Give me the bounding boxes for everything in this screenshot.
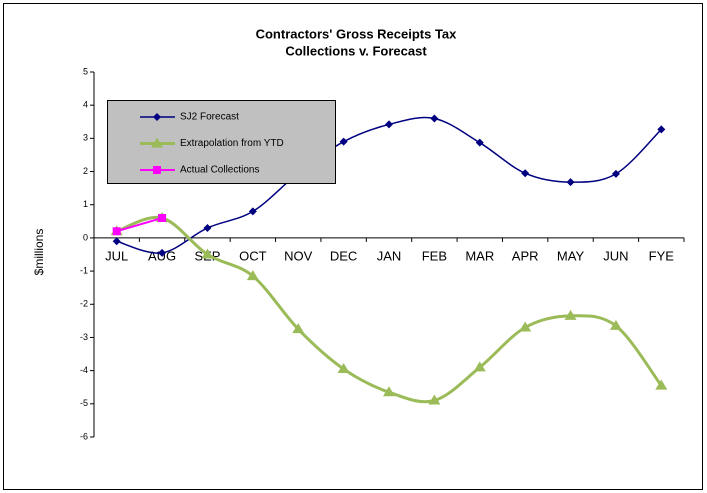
marker <box>292 323 305 334</box>
marker <box>151 137 163 148</box>
y-tick-label: -6 <box>80 431 88 441</box>
marker <box>428 394 441 405</box>
marker <box>112 237 121 246</box>
marker <box>521 169 530 178</box>
marker <box>566 178 575 187</box>
series-line <box>116 217 163 233</box>
x-tick-label: JUN <box>603 248 628 263</box>
chart-border <box>3 3 703 490</box>
marker <box>153 113 161 121</box>
x-tick-label: MAR <box>465 248 494 263</box>
marker <box>203 223 212 232</box>
x-tick-label: FEB <box>422 248 447 263</box>
marker <box>339 137 348 146</box>
marker <box>383 386 395 397</box>
y-tick-label: -4 <box>80 365 88 375</box>
marker <box>519 321 532 332</box>
marker <box>430 114 439 123</box>
x-tick-label: FYE <box>649 248 675 263</box>
marker <box>611 169 620 178</box>
marker <box>564 309 577 320</box>
x-tick-label: APR <box>512 248 539 263</box>
x-tick-label: OCT <box>239 248 267 263</box>
marker <box>158 248 167 257</box>
y-tick-label: 4 <box>83 100 88 110</box>
marker <box>655 379 668 390</box>
y-tick-label: -5 <box>80 398 88 408</box>
marker <box>158 214 167 222</box>
chart-title: Contractors' Gross Receipts Tax <box>256 26 458 41</box>
marker <box>385 120 393 129</box>
y-tick-label: -3 <box>80 332 88 342</box>
marker <box>248 207 257 216</box>
x-tick-label: JUL <box>105 248 128 263</box>
chart-title: Collections v. Forecast <box>285 43 427 58</box>
y-tick-label: 1 <box>83 199 88 209</box>
x-tick-label: NOV <box>284 248 313 263</box>
y-tick-label: -1 <box>80 265 88 275</box>
x-tick-label: MAY <box>557 248 585 263</box>
x-tick-label: JAN <box>377 248 402 263</box>
x-tick-label: DEC <box>330 248 357 263</box>
y-tick-label: -2 <box>80 299 88 309</box>
legend-label: Extrapolation from YTD <box>180 138 284 149</box>
marker <box>153 166 161 174</box>
marker <box>337 362 350 373</box>
y-axis-label: $millions <box>32 229 46 276</box>
legend-label: Actual Collections <box>180 165 259 176</box>
marker <box>657 125 666 134</box>
y-tick-label: 2 <box>83 166 88 176</box>
marker <box>473 361 486 372</box>
y-tick-label: 0 <box>83 232 88 242</box>
y-tick-label: 5 <box>83 66 88 76</box>
marker <box>112 227 121 236</box>
marker <box>201 248 214 259</box>
marker <box>609 319 622 330</box>
y-tick-label: 3 <box>83 133 88 143</box>
marker <box>246 270 259 281</box>
marker <box>475 138 484 147</box>
legend-label: SJ2 Forecast <box>180 112 239 123</box>
